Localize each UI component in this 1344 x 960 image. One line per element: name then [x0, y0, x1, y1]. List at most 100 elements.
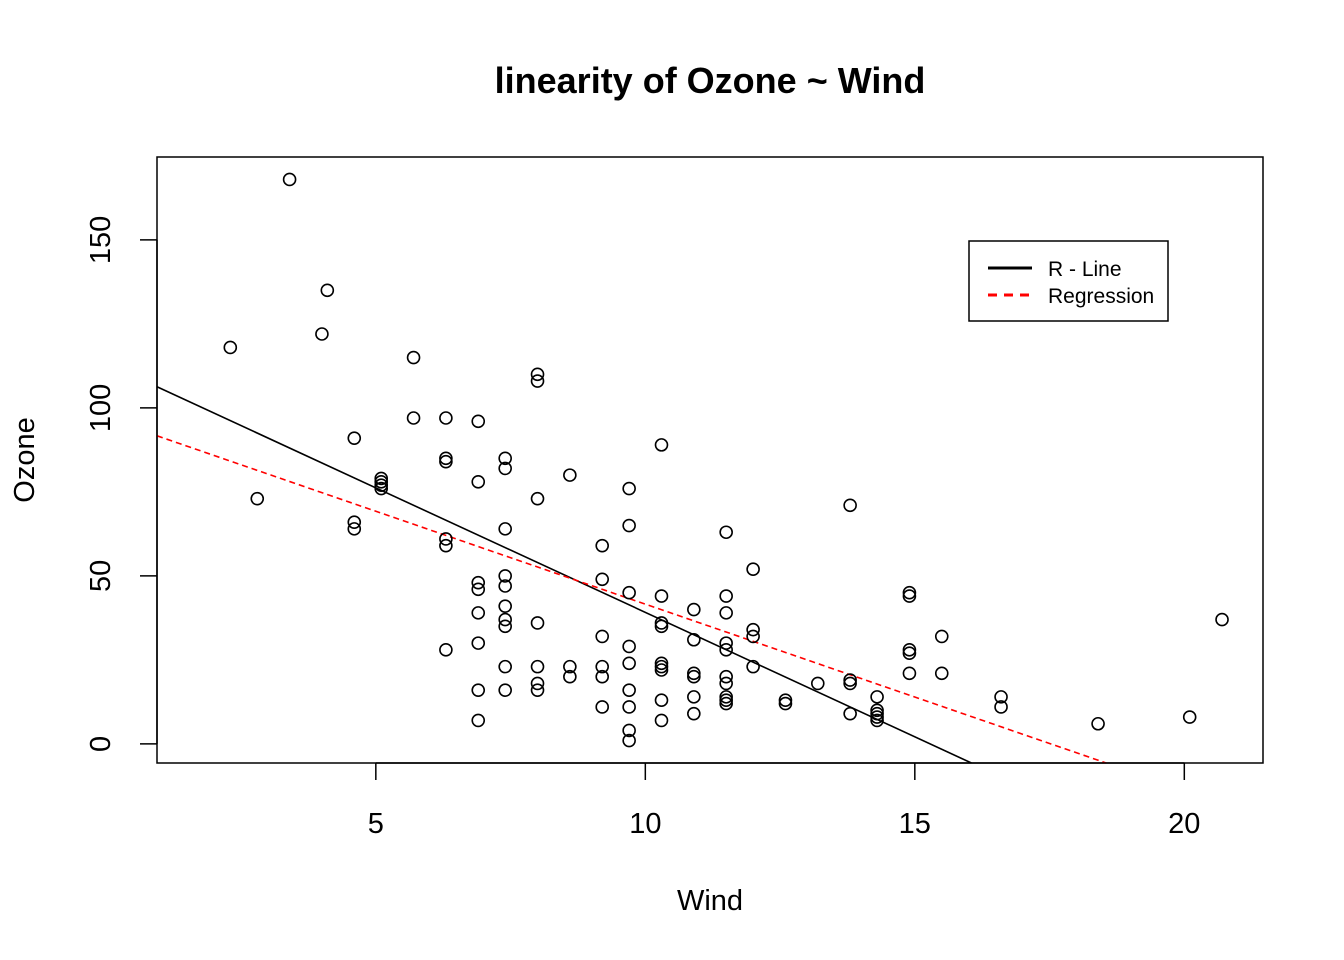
data-point [994, 700, 1008, 714]
data-point [530, 367, 545, 382]
data-point [439, 538, 453, 553]
data-point [347, 515, 362, 529]
data-point [498, 659, 512, 674]
data-point [250, 491, 265, 506]
x-axis: 5 10 15 20 [368, 762, 1200, 840]
data-point [902, 589, 917, 603]
y-axis-label: Ozone [9, 417, 41, 502]
data-point [902, 666, 917, 681]
data-point [654, 713, 669, 728]
data-point [622, 683, 636, 697]
y-axis: 0 50 100 150 [85, 216, 158, 752]
data-point [498, 522, 512, 536]
data-point [320, 283, 335, 298]
data-point [654, 656, 669, 671]
data-point [315, 327, 329, 341]
data-point [843, 673, 857, 687]
data-point [902, 585, 917, 600]
data-point [746, 629, 760, 644]
data-point [530, 491, 545, 506]
data-point [498, 599, 512, 613]
data-point [622, 723, 636, 738]
data-point [719, 525, 733, 540]
data-point [622, 656, 636, 671]
data-point [498, 619, 512, 634]
data-point [498, 461, 512, 476]
data-point [563, 669, 577, 684]
data-point [902, 646, 917, 660]
data-point [471, 575, 486, 590]
data-point [719, 669, 733, 684]
data-point [1182, 710, 1197, 724]
data-point [654, 619, 669, 634]
data-point [374, 481, 389, 496]
data-point [471, 713, 486, 728]
data-point [471, 582, 486, 597]
data-point [687, 602, 701, 617]
data-point [622, 700, 636, 714]
data-point [654, 659, 669, 674]
data-point [719, 693, 733, 708]
data-point [870, 690, 884, 704]
data-point [374, 471, 389, 486]
data-point [719, 643, 733, 657]
data-point [746, 622, 760, 637]
data-point [471, 636, 486, 650]
x-tick-label: 5 [368, 808, 384, 840]
data-point [934, 666, 949, 681]
data-point [439, 454, 453, 469]
y-tick-label: 100 [85, 384, 117, 432]
fit-lines [156, 386, 1107, 764]
data-point [654, 438, 669, 452]
data-point [622, 518, 636, 533]
data-point [439, 643, 453, 657]
data-point [746, 562, 760, 576]
data-point [719, 606, 733, 620]
data-point [563, 468, 577, 482]
data-point [687, 666, 701, 681]
data-point [498, 612, 512, 627]
data-point [595, 572, 610, 587]
data-point [870, 713, 884, 728]
data-point [810, 676, 825, 691]
y-tick-label: 0 [85, 736, 117, 752]
data-point [622, 639, 636, 654]
data-point [719, 589, 733, 603]
data-point [471, 475, 486, 489]
data-point [870, 710, 884, 724]
data-point [471, 606, 486, 620]
data-point [778, 696, 793, 711]
r-line [156, 386, 972, 764]
data-point [687, 669, 701, 684]
data-point [622, 481, 636, 496]
data-point [870, 703, 884, 718]
data-point [282, 172, 297, 187]
data-point [530, 659, 545, 674]
x-tick-label: 20 [1168, 808, 1200, 840]
data-point [654, 663, 669, 677]
data-point [687, 706, 701, 721]
data-point [374, 475, 389, 489]
data-point [843, 706, 857, 721]
data-point [843, 676, 857, 691]
data-point [778, 693, 793, 708]
x-axis-label: Wind [677, 885, 743, 917]
data-point [870, 706, 884, 721]
data-point [719, 636, 733, 650]
data-point [439, 532, 453, 546]
data-point [622, 585, 636, 600]
data-point [719, 676, 733, 691]
data-point [719, 696, 733, 711]
data-point [595, 700, 610, 714]
data-point [498, 569, 512, 583]
data-point [439, 411, 453, 425]
data-point [843, 498, 857, 513]
data-point [530, 374, 545, 388]
data-point [498, 451, 512, 466]
data-point [746, 659, 760, 674]
data-point [530, 676, 545, 691]
regression-line [156, 435, 1107, 764]
data-point [654, 616, 669, 630]
data-point [654, 589, 669, 603]
